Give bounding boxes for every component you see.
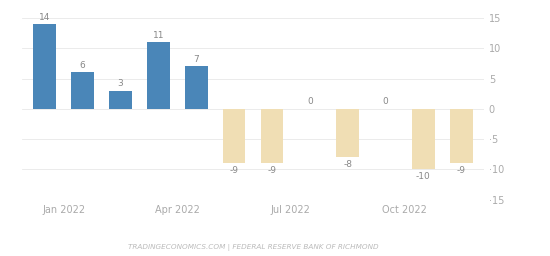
Text: -9: -9 <box>457 166 466 175</box>
Bar <box>223 109 245 163</box>
Text: 14: 14 <box>39 13 51 22</box>
Bar <box>336 109 359 157</box>
Text: -8: -8 <box>343 160 352 169</box>
Text: TRADINGECONOMICS.COM | FEDERAL RESERVE BANK OF RICHMOND: TRADINGECONOMICS.COM | FEDERAL RESERVE B… <box>128 244 378 251</box>
Bar <box>34 24 56 109</box>
Text: -10: -10 <box>416 172 431 181</box>
Text: 7: 7 <box>193 55 199 64</box>
Text: -9: -9 <box>229 166 239 175</box>
Bar <box>147 42 170 109</box>
Text: 3: 3 <box>118 79 123 88</box>
Text: 0: 0 <box>307 97 313 106</box>
Bar <box>261 109 283 163</box>
Text: 11: 11 <box>152 31 164 40</box>
Text: -9: -9 <box>267 166 277 175</box>
Bar <box>109 91 132 109</box>
Text: 6: 6 <box>80 61 85 70</box>
Bar <box>450 109 472 163</box>
Bar <box>72 72 94 109</box>
Bar <box>185 66 207 109</box>
Text: 0: 0 <box>383 97 388 106</box>
Bar <box>412 109 434 169</box>
